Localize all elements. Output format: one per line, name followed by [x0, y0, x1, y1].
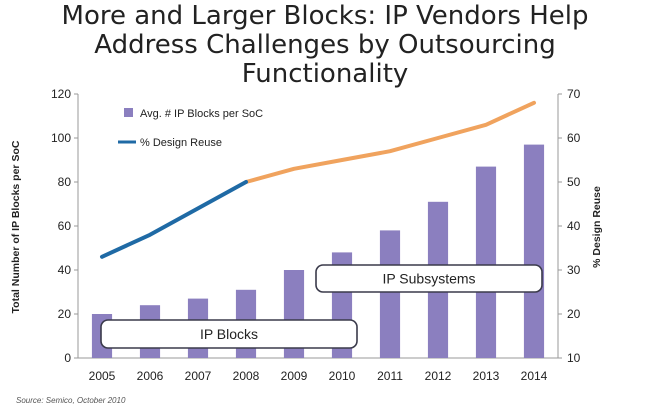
ip-subsystems-callout-box — [315, 264, 543, 293]
x-tick-label: 2014 — [521, 369, 548, 383]
design-reuse-line — [100, 180, 248, 259]
y2-tick-label: 60 — [567, 131, 581, 145]
title-line-1: More and Larger Blocks: IP Vendors Help — [61, 1, 589, 31]
x-tick-label: 2007 — [185, 369, 212, 383]
title-line-2: Address Challenges by Outsourcing — [94, 30, 556, 60]
x-tick-label: 2009 — [281, 369, 308, 383]
legend-bar-label: Avg. # IP Blocks per SoC — [140, 108, 263, 120]
bar — [379, 230, 401, 358]
y-tick-label: 20 — [58, 307, 72, 321]
page-title: More and Larger Blocks: IP Vendors Help … — [0, 2, 650, 89]
y-tick-label: 80 — [58, 175, 72, 189]
line-series — [100, 100, 536, 259]
tick-labels: 0 20 40 60 80 100 120 10 20 30 40 50 60 70 2005 2006 200… — [51, 87, 581, 383]
ip-blocks-callout-box — [100, 319, 358, 349]
source-note: Source: Semico, October 2010 — [16, 396, 126, 405]
x-tick-label: 2011 — [377, 369, 403, 383]
design-reuse-projection-line — [244, 100, 536, 184]
x-tick-label: 2005 — [89, 369, 116, 383]
x-tick-label: 2013 — [473, 369, 500, 383]
y-tick-label: 40 — [58, 263, 72, 277]
title-line-3: Functionality — [241, 59, 409, 89]
legend: Avg. # IP Blocks per SoC % Design Reuse — [118, 108, 263, 149]
y2-axis-label: % Design Reuse — [591, 186, 603, 268]
y-tick-label: 100 — [51, 131, 71, 145]
y-axis-label: Total Number of IP Blocks per SoC — [10, 140, 22, 313]
ip-subsystems-callout-label: IP Subsystems — [382, 271, 475, 287]
y2-tick-label: 30 — [567, 263, 581, 277]
y-tick-label: 120 — [51, 87, 71, 101]
x-tick-label: 2012 — [425, 369, 452, 383]
y2-tick-label: 40 — [567, 219, 581, 233]
y-tick-label: 60 — [58, 219, 72, 233]
x-tick-label: 2006 — [137, 369, 164, 383]
y-tick-label: 0 — [64, 351, 71, 365]
annotations: IP Blocks IP Subsystems — [100, 264, 543, 349]
x-tick-label: 2008 — [233, 369, 260, 383]
bar — [523, 144, 545, 358]
y2-tick-label: 70 — [567, 87, 581, 101]
y2-tick-label: 50 — [567, 175, 581, 189]
y2-tick-label: 10 — [567, 351, 581, 365]
y2-tick-label: 20 — [567, 307, 581, 321]
bar — [475, 166, 497, 358]
legend-line-label: % Design Reuse — [140, 137, 222, 149]
ip-blocks-callout-label: IP Blocks — [200, 326, 258, 342]
x-tick-label: 2010 — [329, 369, 356, 383]
legend-bar-swatch — [124, 108, 133, 117]
